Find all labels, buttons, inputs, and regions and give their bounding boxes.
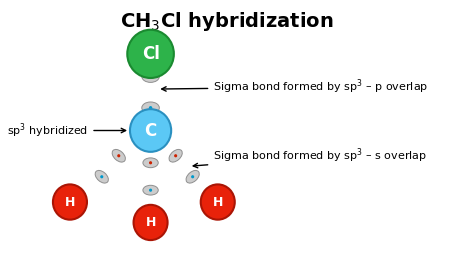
Ellipse shape [143, 185, 158, 195]
Text: C: C [145, 122, 157, 139]
Text: CH$_3$Cl hybridization: CH$_3$Cl hybridization [120, 10, 334, 33]
Circle shape [150, 162, 151, 164]
Circle shape [134, 205, 168, 240]
Text: H: H [146, 216, 156, 229]
Text: Sigma bond formed by sp$^3$ – p overlap: Sigma bond formed by sp$^3$ – p overlap [162, 78, 428, 96]
Circle shape [128, 30, 174, 78]
Circle shape [150, 189, 151, 191]
Circle shape [118, 155, 119, 157]
Text: H: H [212, 195, 223, 209]
Ellipse shape [142, 71, 159, 82]
Text: Sigma bond formed by sp$^3$ – s overlap: Sigma bond formed by sp$^3$ – s overlap [193, 147, 427, 168]
Text: sp$^3$ hybridized: sp$^3$ hybridized [7, 121, 126, 140]
Text: H: H [65, 195, 75, 209]
Ellipse shape [95, 170, 109, 183]
Ellipse shape [169, 150, 182, 162]
Ellipse shape [143, 158, 158, 168]
Circle shape [192, 176, 193, 178]
Circle shape [101, 176, 102, 178]
Circle shape [175, 155, 176, 157]
Ellipse shape [112, 150, 126, 162]
Circle shape [150, 107, 152, 109]
Ellipse shape [186, 170, 199, 183]
Circle shape [201, 184, 235, 220]
Circle shape [150, 75, 152, 78]
Circle shape [53, 184, 87, 220]
Text: Cl: Cl [142, 45, 160, 63]
Circle shape [130, 109, 171, 152]
Ellipse shape [142, 102, 159, 114]
